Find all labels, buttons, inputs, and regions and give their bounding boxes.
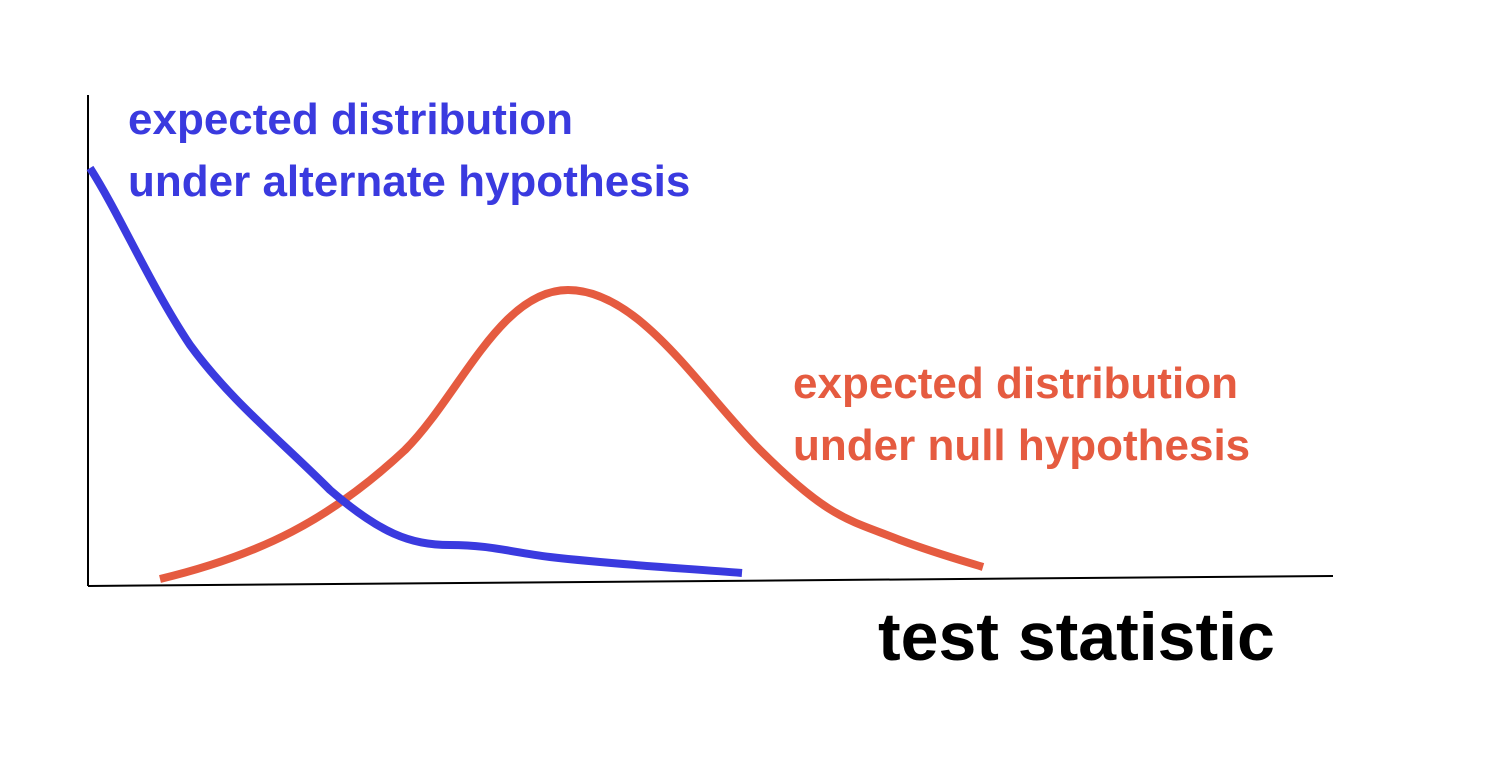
alternate-distribution-curve bbox=[86, 165, 743, 577]
null-hypothesis-label-line2: under null hypothesis bbox=[793, 421, 1251, 470]
null-hypothesis-label-line1: expected distribution bbox=[793, 359, 1238, 408]
alternate-hypothesis-label-line1: expected distribution bbox=[128, 95, 573, 144]
alternate-hypothesis-label-line2: under alternate hypothesis bbox=[128, 157, 691, 206]
x-axis bbox=[87, 575, 1334, 587]
null-distribution-curve bbox=[159, 286, 985, 583]
x-axis-label: test statistic bbox=[878, 599, 1275, 675]
